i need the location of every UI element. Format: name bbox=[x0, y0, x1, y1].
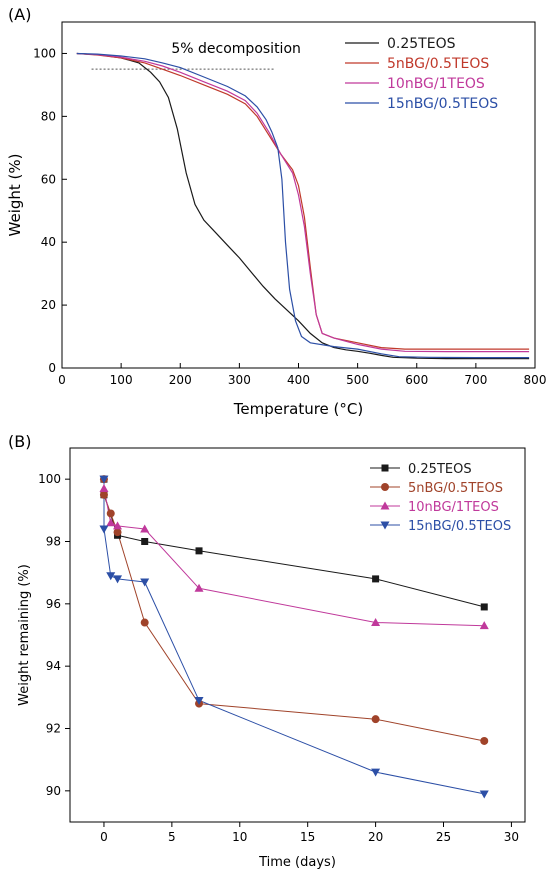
y-tick-label-b: 94 bbox=[46, 659, 61, 673]
x-tick-label-a: 700 bbox=[464, 373, 487, 387]
series-line-5nbg-0-5teos bbox=[76, 52, 530, 350]
plot-frame-b bbox=[69, 447, 526, 823]
panel-a-chart: (A) 0 100 200 300 400 500 600 700 800 0 20 40 60 80 100… bbox=[6, 5, 546, 418]
data-point-10nbg-1teos bbox=[106, 518, 116, 527]
legend-label-0-25teos-b: 0.25TEOS bbox=[408, 462, 472, 477]
x-tick-label-b: 10 bbox=[232, 830, 247, 844]
data-point-5nbg-0-5teos bbox=[106, 509, 115, 518]
data-point-5nbg-0-5teos bbox=[480, 736, 489, 745]
y-axis-title-a: Weight (%) bbox=[6, 154, 24, 237]
series-line-15nbg-0-5teos bbox=[76, 52, 530, 359]
x-tick-label-a: 100 bbox=[110, 373, 133, 387]
x-tick-label-b: 20 bbox=[368, 830, 383, 844]
series-line-15nbg-0-5teos-b bbox=[103, 479, 485, 795]
data-point-5nbg-0-5teos bbox=[99, 490, 108, 499]
x-tick-label-b: 15 bbox=[300, 830, 315, 844]
data-point-10nbg-1teos bbox=[194, 583, 204, 592]
y-tick-label-a: 100 bbox=[33, 46, 56, 60]
data-point-5nbg-0-5teos bbox=[113, 528, 122, 537]
legend-label-5nbg-0-5teos-b: 5nBG/0.5TEOS bbox=[408, 481, 503, 496]
legend-label-10nbg-1teos: 10nBG/1TEOS bbox=[387, 76, 485, 92]
data-point-0-25teos bbox=[480, 603, 488, 611]
data-point-5nbg-0-5teos bbox=[371, 715, 380, 724]
x-tick-label-b: 30 bbox=[504, 830, 519, 844]
y-axis-title-b: Weight remaining (%) bbox=[17, 564, 32, 706]
legend-label-15nbg-0-5teos: 15nBG/0.5TEOS bbox=[387, 96, 498, 112]
x-tick-label-b: 25 bbox=[436, 830, 451, 844]
x-tick-label-a: 500 bbox=[346, 373, 369, 387]
y-tick-label-a: 40 bbox=[41, 235, 56, 249]
x-tick-label-a: 0 bbox=[58, 373, 66, 387]
y-tick-label-b: 100 bbox=[38, 472, 61, 486]
x-tick-label-a: 800 bbox=[524, 373, 547, 387]
x-axis-title-b: Time (days) bbox=[258, 855, 336, 870]
legend-label-15nbg-0-5teos-b: 15nBG/0.5TEOS bbox=[408, 519, 511, 534]
data-point-0-25teos bbox=[372, 575, 380, 583]
x-tick-label-a: 400 bbox=[287, 373, 310, 387]
y-tick-label-b: 96 bbox=[46, 597, 61, 611]
legend-label-5nbg-0-5teos: 5nBG/0.5TEOS bbox=[387, 56, 489, 72]
data-point-0-25teos bbox=[141, 538, 149, 545]
data-point-15nbg-0-5teos bbox=[479, 790, 489, 799]
panel-b-chart: (B) 0 5 10 15 20 25 30 90 92 94 96 98 100 Time (days) W… bbox=[8, 432, 526, 870]
data-point-15nbg-0-5teos bbox=[106, 572, 116, 581]
data-point-10nbg-1teos bbox=[371, 618, 381, 627]
data-point-15nbg-0-5teos bbox=[99, 525, 109, 534]
data-point-15nbg-0-5teos bbox=[99, 475, 109, 484]
x-tick-label-a: 300 bbox=[228, 373, 251, 387]
data-point-10nbg-1teos bbox=[479, 621, 489, 630]
y-tick-label-b: 92 bbox=[46, 722, 61, 736]
panel-label-a: (A) bbox=[8, 5, 31, 24]
y-tick-label-a: 80 bbox=[41, 109, 56, 123]
data-point-10nbg-1teos bbox=[113, 521, 123, 530]
panel-label-b: (B) bbox=[8, 432, 31, 451]
annotation-5pct-decomposition: 5% decomposition bbox=[171, 41, 301, 57]
data-point-15nbg-0-5teos bbox=[194, 696, 204, 705]
legend-marker-10nbg-1teos bbox=[380, 501, 390, 510]
legend-marker-5nbg-0-5teos bbox=[381, 483, 389, 491]
x-axis-title-a: Temperature (°C) bbox=[233, 400, 363, 418]
series-line-0-25teos bbox=[76, 52, 530, 360]
y-tick-label-a: 0 bbox=[48, 361, 56, 375]
data-point-5nbg-0-5teos bbox=[140, 618, 149, 627]
x-tick-label-b: 5 bbox=[168, 830, 176, 844]
data-point-15nbg-0-5teos bbox=[140, 578, 150, 587]
y-tick-label-a: 20 bbox=[41, 298, 56, 312]
data-point-10nbg-1teos bbox=[140, 524, 150, 533]
data-point-0-25teos bbox=[195, 547, 203, 555]
x-tick-label-a: 600 bbox=[405, 373, 428, 387]
series-line-0-25teos-b bbox=[103, 479, 485, 608]
x-tick-label-b: 0 bbox=[100, 830, 108, 844]
data-point-15nbg-0-5teos bbox=[113, 575, 123, 584]
y-tick-label-a: 60 bbox=[41, 172, 56, 186]
series-line-10nbg-1teos bbox=[76, 52, 530, 353]
y-tick-label-b: 98 bbox=[46, 535, 61, 549]
data-point-15nbg-0-5teos bbox=[371, 768, 381, 777]
data-point-10nbg-1teos bbox=[99, 484, 109, 493]
legend-label-0-25teos: 0.25TEOS bbox=[387, 36, 456, 52]
legend-label-10nbg-1teos-b: 10nBG/1TEOS bbox=[408, 500, 499, 515]
legend-marker-15nbg-0-5teos bbox=[380, 521, 390, 530]
x-tick-label-a: 200 bbox=[169, 373, 192, 387]
y-tick-label-b: 90 bbox=[46, 784, 61, 798]
legend-marker-0-25teos bbox=[381, 464, 389, 472]
